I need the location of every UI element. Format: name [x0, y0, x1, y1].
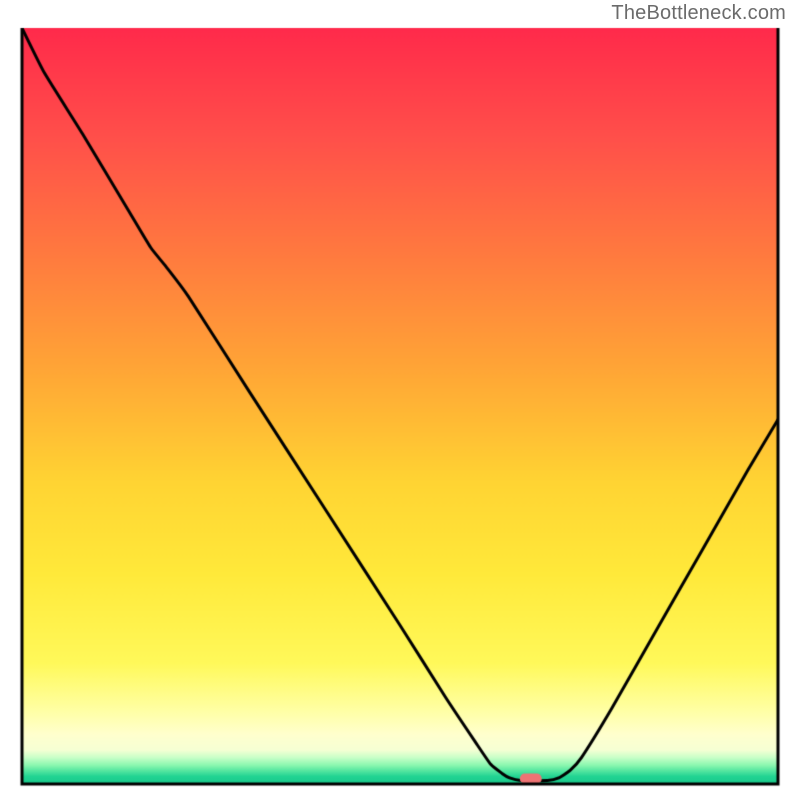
watermark-text: TheBottleneck.com: [611, 2, 786, 25]
bottleneck-chart: [0, 0, 800, 800]
